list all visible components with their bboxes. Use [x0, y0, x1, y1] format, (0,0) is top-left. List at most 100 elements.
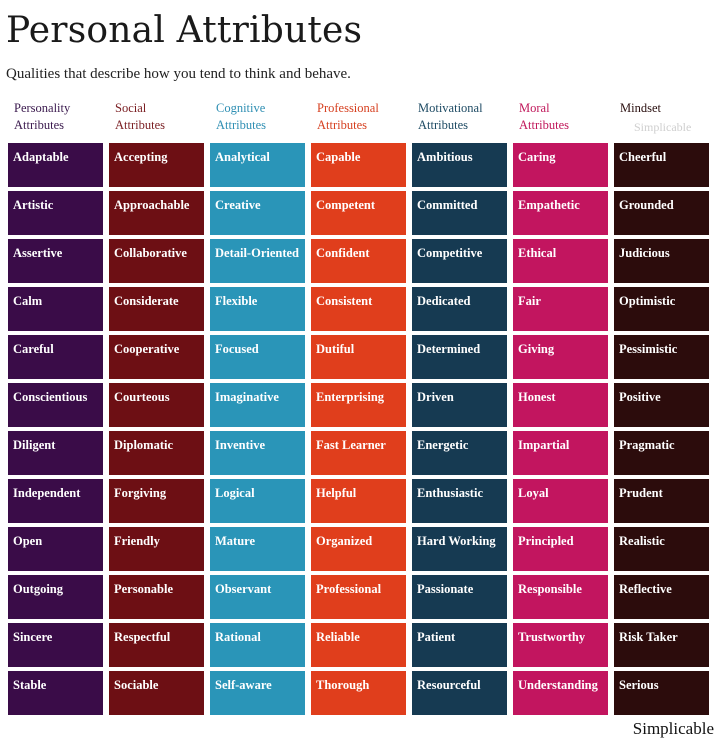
column-header: Mindset Simplicable: [614, 100, 709, 140]
column-header: Cognitive Attributes: [210, 100, 305, 140]
column-header: Personality Attributes: [8, 100, 103, 140]
watermark-text: Simplicable: [634, 120, 692, 134]
attribute-list: Ambitious Committed Competitive Dedicated De…: [412, 143, 507, 715]
attribute-cell: Personable: [109, 575, 204, 619]
column-header-line: Attributes: [418, 118, 468, 132]
attribute-cell: Mature: [210, 527, 305, 571]
attribute-cell: Capable: [311, 143, 406, 187]
attribute-column: Social Attributes Accepting Approachable Col…: [109, 100, 204, 715]
column-header-line: Personality: [14, 101, 71, 115]
attribute-cell: Determined: [412, 335, 507, 379]
column-header-line: Cognitive: [216, 101, 266, 115]
attribute-cell: Realistic: [614, 527, 709, 571]
attribute-cell: Self-aware: [210, 671, 305, 715]
attribute-cell: Conscientious: [8, 383, 103, 427]
attribute-cell: Thorough: [311, 671, 406, 715]
attribute-cell: Sincere: [8, 623, 103, 667]
attribute-cell: Ambitious: [412, 143, 507, 187]
attribute-cell: Open: [8, 527, 103, 571]
attribute-cell: Honest: [513, 383, 608, 427]
attribute-cell: Independent: [8, 479, 103, 523]
column-header-line: Social: [115, 101, 147, 115]
attribute-cell: Ethical: [513, 239, 608, 283]
column-header-line: Attributes: [115, 118, 165, 132]
page-subtitle: Qualities that describe how you tend to …: [6, 66, 351, 82]
attribute-cell: Impartial: [513, 431, 608, 475]
attributes-grid: Personality Attributes Adaptable Artistic As…: [8, 100, 709, 715]
attribute-cell: Principled: [513, 527, 608, 571]
attribute-cell: Committed: [412, 191, 507, 235]
attribute-cell: Diligent: [8, 431, 103, 475]
column-header: Motivational Attributes: [412, 100, 507, 140]
attribute-cell: Considerate: [109, 287, 204, 331]
attribute-cell: Risk Taker: [614, 623, 709, 667]
footer-brand: Simplicable: [632, 719, 714, 738]
column-header-line: Attributes: [519, 118, 569, 132]
attribute-cell: Professional: [311, 575, 406, 619]
attribute-cell: Courteous: [109, 383, 204, 427]
attribute-column: Motivational Attributes Ambitious Committed…: [412, 100, 507, 715]
attribute-list: Caring Empathetic Ethical Fair Giving Honest I…: [513, 143, 608, 715]
attribute-cell: Forgiving: [109, 479, 204, 523]
attribute-cell: Trustworthy: [513, 623, 608, 667]
attribute-cell: Reliable: [311, 623, 406, 667]
attribute-cell: Artistic: [8, 191, 103, 235]
attribute-cell: Dutiful: [311, 335, 406, 379]
attribute-list: Cheerful Grounded Judicious Optimistic Pessi…: [614, 143, 709, 715]
column-header-line: Attributes: [14, 118, 64, 132]
attribute-cell: Passionate: [412, 575, 507, 619]
attribute-cell: Confident: [311, 239, 406, 283]
attribute-cell: Cooperative: [109, 335, 204, 379]
attribute-cell: Careful: [8, 335, 103, 379]
column-header: Professional Attributes: [311, 100, 406, 140]
attribute-cell: Stable: [8, 671, 103, 715]
attribute-cell: Rational: [210, 623, 305, 667]
attribute-cell: Observant: [210, 575, 305, 619]
attribute-cell: Patient: [412, 623, 507, 667]
attribute-cell: Fair: [513, 287, 608, 331]
column-header-line: Attributes: [317, 118, 367, 132]
attribute-cell: Empathetic: [513, 191, 608, 235]
attribute-cell: Grounded: [614, 191, 709, 235]
attribute-cell: Giving: [513, 335, 608, 379]
attribute-cell: Respectful: [109, 623, 204, 667]
attribute-cell: Organized: [311, 527, 406, 571]
attribute-cell: Imaginative: [210, 383, 305, 427]
attribute-cell: Loyal: [513, 479, 608, 523]
attribute-column: Moral Attributes Caring Empathetic Ethical Fa…: [513, 100, 608, 715]
attribute-cell: Competent: [311, 191, 406, 235]
attribute-cell: Dedicated: [412, 287, 507, 331]
attribute-column: Professional Attributes Capable Competent Co…: [311, 100, 406, 715]
attribute-cell: Calm: [8, 287, 103, 331]
attribute-cell: Logical: [210, 479, 305, 523]
attribute-column: Personality Attributes Adaptable Artistic As…: [8, 100, 103, 715]
attribute-cell: Enterprising: [311, 383, 406, 427]
attribute-cell: Helpful: [311, 479, 406, 523]
attribute-cell: Fast Learner: [311, 431, 406, 475]
attribute-cell: Optimistic: [614, 287, 709, 331]
attribute-cell: Approachable: [109, 191, 204, 235]
attribute-cell: Adaptable: [8, 143, 103, 187]
column-header: Social Attributes: [109, 100, 204, 140]
column-header: Moral Attributes: [513, 100, 608, 140]
attribute-list: Analytical Creative Detail-Oriented Flexibl…: [210, 143, 305, 715]
attribute-cell: Consistent: [311, 287, 406, 331]
attribute-cell: Energetic: [412, 431, 507, 475]
attribute-cell: Serious: [614, 671, 709, 715]
attribute-cell: Enthusiastic: [412, 479, 507, 523]
attribute-column: Mindset Simplicable Cheerful Grounded Judici…: [614, 100, 709, 715]
attribute-cell: Caring: [513, 143, 608, 187]
page-title: Personal Attributes: [6, 10, 363, 51]
column-header-line: Mindset: [620, 101, 661, 115]
attribute-list: Capable Competent Confident Consistent Dutif…: [311, 143, 406, 715]
attribute-cell: Pessimistic: [614, 335, 709, 379]
attribute-cell: Prudent: [614, 479, 709, 523]
attribute-cell: Friendly: [109, 527, 204, 571]
attribute-cell: Sociable: [109, 671, 204, 715]
attribute-cell: Resourceful: [412, 671, 507, 715]
attribute-cell: Cheerful: [614, 143, 709, 187]
attribute-cell: Understanding: [513, 671, 608, 715]
attribute-cell: Hard Working: [412, 527, 507, 571]
column-header-line: Moral: [519, 101, 550, 115]
attribute-cell: Creative: [210, 191, 305, 235]
